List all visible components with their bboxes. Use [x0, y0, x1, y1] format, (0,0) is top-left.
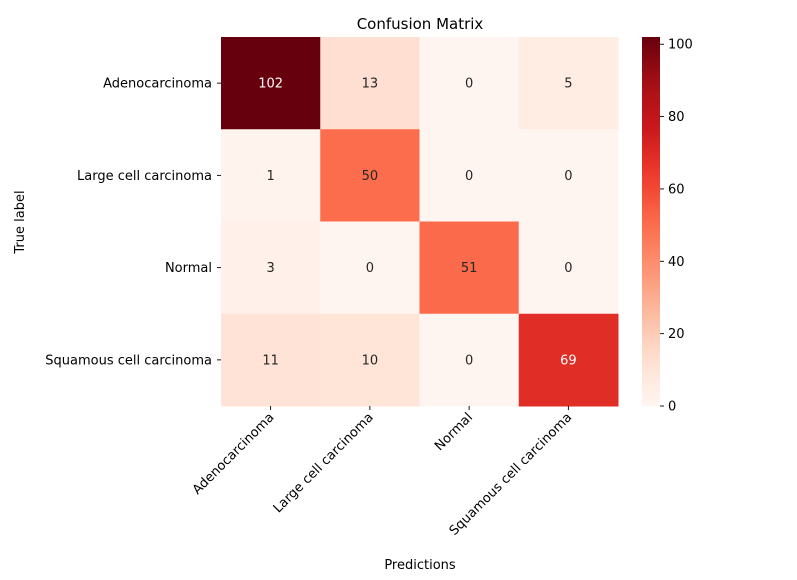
- colorbar-tick-label: 100: [668, 38, 693, 53]
- cell-value-label: 0: [465, 169, 473, 184]
- cell-value-label: 51: [461, 261, 478, 276]
- cell-value-label: 13: [362, 77, 379, 92]
- y-tick-label: Large cell carcinoma: [77, 169, 212, 184]
- cell-value-label: 10: [362, 353, 379, 368]
- colorbar-tick-label: 60: [668, 182, 685, 197]
- heatmap-cell: [419, 129, 520, 222]
- colorbar-tick-label: 40: [668, 255, 685, 270]
- heatmap-cell: [320, 129, 420, 222]
- cell-value-label: 102: [258, 77, 283, 92]
- y-axis-label: True label: [13, 190, 28, 254]
- heatmap-cell: [518, 313, 619, 407]
- cell-value-label: 0: [465, 353, 473, 368]
- cell-value-label: 69: [560, 353, 577, 368]
- cell-value-label: 0: [366, 261, 374, 276]
- heatmap-cell: [320, 221, 420, 315]
- cell-value-label: 0: [465, 77, 473, 92]
- y-tick-label: Adenocarcinoma: [103, 77, 212, 92]
- cell-value-label: 11: [262, 353, 279, 368]
- colorbar-tick-label: 0: [668, 400, 676, 415]
- cell-value-label: 3: [266, 261, 274, 276]
- heatmap-cell: [518, 37, 619, 130]
- heatmap-cell: [320, 37, 420, 130]
- heatmap-cells: 102 13 0 51 50 0 03 0 51 011 10 0 69: [221, 37, 619, 407]
- x-tick-label: Normal: [432, 410, 476, 454]
- heatmap-cell: [320, 313, 420, 407]
- cell-value-label: 0: [564, 261, 572, 276]
- heatmap-cell: [221, 313, 321, 407]
- x-tick-label: Adenocarcinoma: [190, 410, 278, 498]
- heatmap-cell: [221, 221, 321, 315]
- cell-value-label: 0: [564, 169, 572, 184]
- heatmap-cell: [419, 313, 520, 407]
- y-tick-label: Normal: [165, 261, 212, 276]
- cell-value-label: 50: [362, 169, 379, 184]
- heatmap-cell: [419, 37, 520, 130]
- x-tick-label: Large cell carcinoma: [271, 410, 377, 516]
- cell-value-label: 5: [564, 77, 572, 92]
- colorbar-tick-label: 80: [668, 110, 685, 125]
- x-axis-label: Predictions: [384, 558, 456, 573]
- heatmap-cell: [419, 221, 520, 315]
- chart-title: Confusion Matrix: [357, 15, 484, 33]
- heatmap-cell: [221, 37, 321, 130]
- colorbar-tick-label: 20: [668, 327, 685, 342]
- y-tick-labels: Adenocarcinoma Large cell carcinoma Normal…: [45, 77, 221, 368]
- heatmap-cell: [518, 221, 619, 315]
- heatmap-cell: [518, 129, 619, 222]
- colorbar-gradient: [642, 37, 660, 406]
- y-tick-label: Squamous cell carcinoma: [45, 353, 212, 368]
- colorbar: 0 20 40 60 80 100: [642, 37, 693, 415]
- cell-value-label: 1: [266, 169, 274, 184]
- heatmap-cell: [221, 129, 321, 222]
